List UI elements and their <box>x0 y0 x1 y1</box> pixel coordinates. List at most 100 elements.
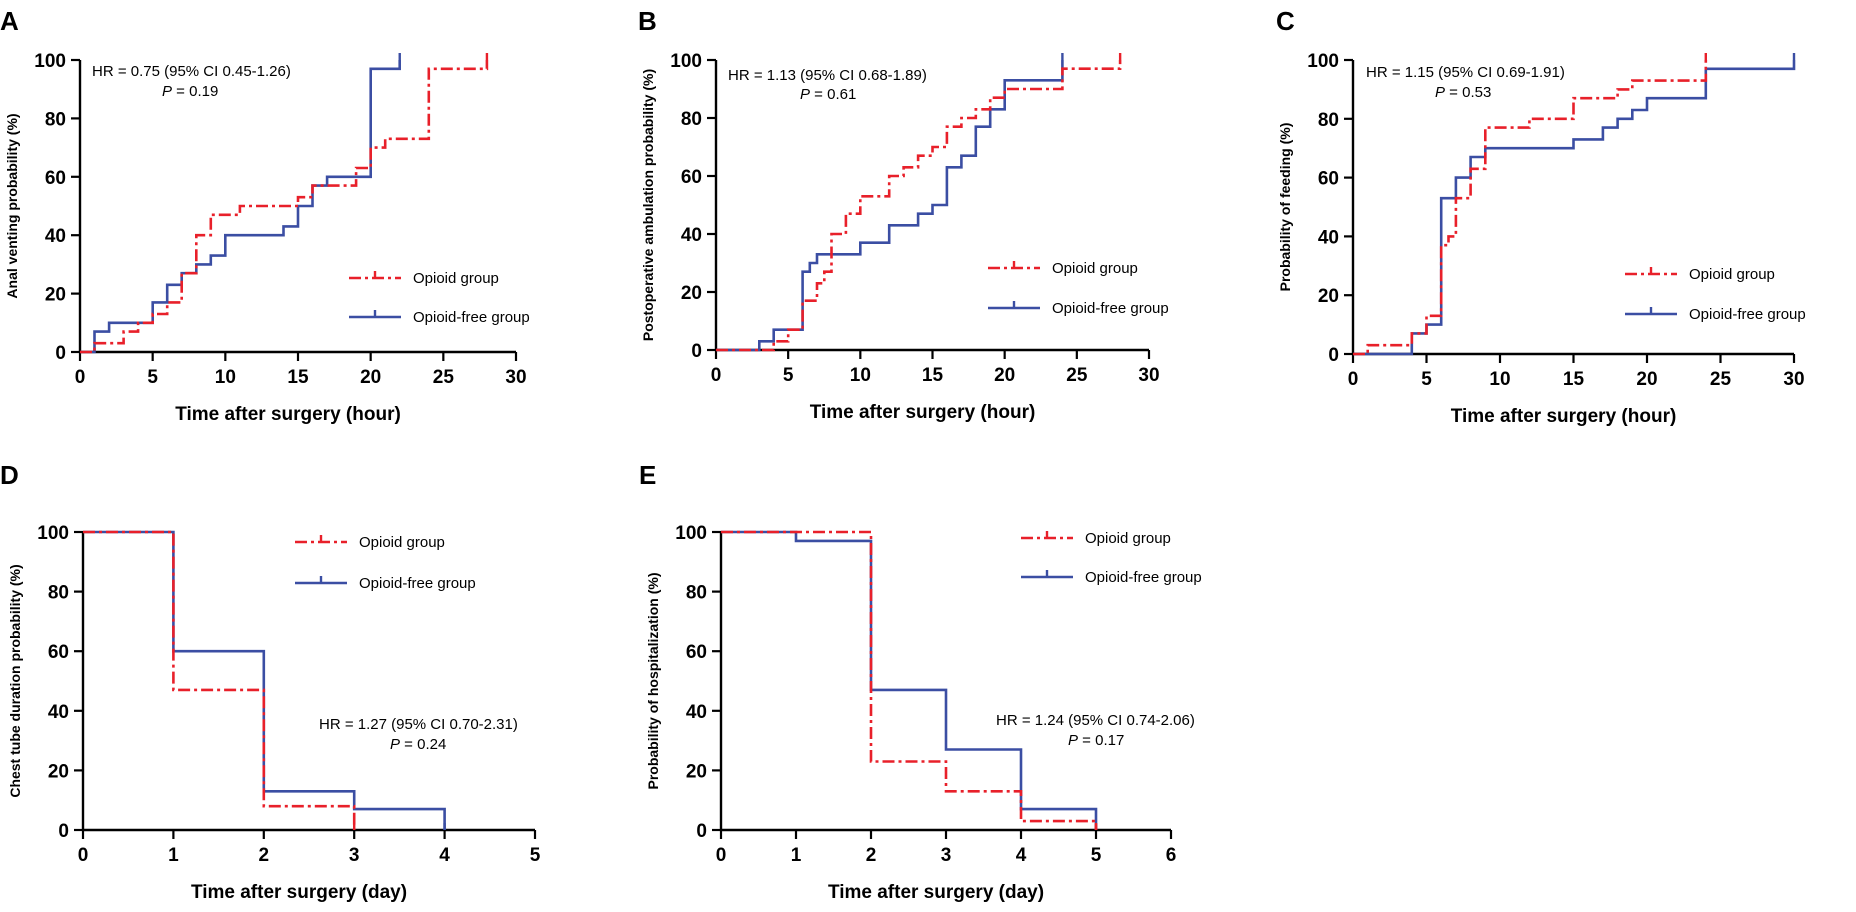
x-tick-label: 4 <box>439 845 450 866</box>
panel-d: D 0 1 2 3 4 5 0 20 40 60 80 100 Time after surgery (d… <box>0 460 541 903</box>
y-axis-label: Chest tube duration probability (%) <box>7 564 23 797</box>
x-tick-label: 4 <box>1016 845 1027 866</box>
x-tick-label: 10 <box>215 367 236 388</box>
x-tick-label: 5 <box>1421 369 1432 390</box>
x-tick-label: 5 <box>147 367 158 388</box>
x-axis-label: Time after surgery (hour) <box>810 402 1036 423</box>
y-tick-label: 0 <box>1328 345 1339 366</box>
legend-label-opioid: Opioid group <box>1689 266 1775 283</box>
p-label: P <box>1068 732 1078 749</box>
x-tick-label: 30 <box>1783 369 1804 390</box>
x-tick-label: 20 <box>1636 369 1657 390</box>
p-annotation: P = 0.53 <box>1435 84 1491 101</box>
p-value: = 0.24 <box>400 736 446 753</box>
series-line-opioid-free <box>716 60 1064 352</box>
y-tick-label: 40 <box>681 225 702 246</box>
p-label: P <box>1435 84 1445 101</box>
x-tick-label: 15 <box>1563 369 1585 390</box>
y-tick-label: 20 <box>1318 286 1339 307</box>
series-line-opioid <box>721 530 1098 830</box>
legend-label-opioid: Opioid group <box>359 534 445 551</box>
x-tick-label: 10 <box>1489 369 1510 390</box>
series-line-opioid <box>716 60 1122 352</box>
x-tick-label: 10 <box>850 365 871 386</box>
hr-annotation: HR = 1.27 (95% CI 0.70-2.31) <box>319 716 518 733</box>
hr-annotation: HR = 1.24 (95% CI 0.74-2.06) <box>996 712 1195 729</box>
p-annotation: P = 0.61 <box>800 86 856 103</box>
series-line-opioid-free <box>1353 60 1796 356</box>
x-tick-label: 25 <box>433 367 455 388</box>
x-axis-label: Time after surgery (day) <box>191 882 407 903</box>
p-label: P <box>800 86 810 103</box>
y-tick-label: 20 <box>681 283 702 304</box>
y-tick-label: 100 <box>675 523 707 544</box>
x-tick-label: 1 <box>791 845 802 866</box>
legend: Opioid group Opioid-free group <box>1021 530 1202 586</box>
y-tick-label: 0 <box>55 343 66 364</box>
y-axis-label: Postoperative ambulation probability (%) <box>640 69 656 341</box>
legend-label-opioid-free: Opioid-free group <box>1052 300 1169 317</box>
x-axis-label: Time after surgery (day) <box>828 882 1044 903</box>
y-tick-label: 60 <box>686 642 707 663</box>
x-tick-label: 1 <box>168 845 179 866</box>
p-label: P <box>162 83 172 100</box>
x-tick-label: 5 <box>530 845 541 866</box>
x-tick-label: 0 <box>1348 369 1359 390</box>
y-tick-label: 100 <box>34 51 66 72</box>
x-tick-label: 0 <box>75 367 86 388</box>
x-tick-label: 15 <box>922 365 944 386</box>
x-tick-label: 3 <box>941 845 952 866</box>
hr-annotation: HR = 1.13 (95% CI 0.68-1.89) <box>728 67 927 84</box>
y-tick-label: 0 <box>58 821 69 842</box>
y-tick-label: 80 <box>48 583 69 604</box>
x-tick-label: 30 <box>505 367 526 388</box>
legend-label-opioid: Opioid group <box>1052 260 1138 277</box>
y-tick-label: 100 <box>670 51 702 72</box>
legend-label-opioid-free: Opioid-free group <box>1689 306 1806 323</box>
p-value: = 0.53 <box>1445 84 1491 101</box>
legend: Opioid group Opioid-free group <box>349 270 530 326</box>
y-tick-label: 80 <box>1318 110 1339 131</box>
y-tick-label: 0 <box>691 341 702 362</box>
y-tick-label: 40 <box>45 226 66 247</box>
series-line-opioid <box>1353 60 1708 356</box>
y-tick-label: 60 <box>48 642 69 663</box>
y-tick-label: 0 <box>696 821 707 842</box>
y-tick-label: 80 <box>686 583 707 604</box>
y-tick-label: 80 <box>681 109 702 130</box>
y-tick-label: 100 <box>37 523 69 544</box>
x-tick-label: 0 <box>78 845 89 866</box>
p-annotation: P = 0.24 <box>390 736 446 753</box>
panel-letter: C <box>1276 6 1295 36</box>
x-tick-label: 25 <box>1066 365 1088 386</box>
x-tick-label: 5 <box>1091 845 1102 866</box>
x-tick-label: 20 <box>994 365 1015 386</box>
p-label: P <box>390 736 400 753</box>
x-tick-label: 6 <box>1166 845 1177 866</box>
y-tick-label: 20 <box>48 761 69 782</box>
y-tick-label: 40 <box>686 702 707 723</box>
x-tick-label: 2 <box>259 845 270 866</box>
p-value: = 0.19 <box>172 83 218 100</box>
hr-annotation: HR = 1.15 (95% CI 0.69-1.91) <box>1366 64 1565 81</box>
y-tick-label: 60 <box>1318 169 1339 190</box>
x-tick-label: 15 <box>287 367 309 388</box>
x-tick-label: 2 <box>866 845 877 866</box>
series-line-opioid-free <box>721 530 1098 830</box>
y-tick-label: 40 <box>1318 227 1339 248</box>
y-axis-label: Probability of feeding (%) <box>1277 123 1293 292</box>
p-value: = 0.61 <box>810 86 856 103</box>
panel-a: A 0 5 10 15 20 25 30 0 20 40 60 80 100 Time after surg… <box>0 6 530 425</box>
legend-label-opioid: Opioid group <box>413 270 499 287</box>
y-tick-label: 100 <box>1307 51 1339 72</box>
legend: Opioid group Opioid-free group <box>1625 266 1806 323</box>
panel-letter: B <box>638 6 657 36</box>
p-value: = 0.17 <box>1078 732 1124 749</box>
y-tick-label: 20 <box>686 761 707 782</box>
x-tick-label: 5 <box>783 365 794 386</box>
y-tick-label: 20 <box>45 285 66 306</box>
x-axis-label: Time after surgery (hour) <box>1451 406 1677 427</box>
legend-label-opioid-free: Opioid-free group <box>1085 569 1202 586</box>
hr-annotation: HR = 0.75 (95% CI 0.45-1.26) <box>92 63 291 80</box>
